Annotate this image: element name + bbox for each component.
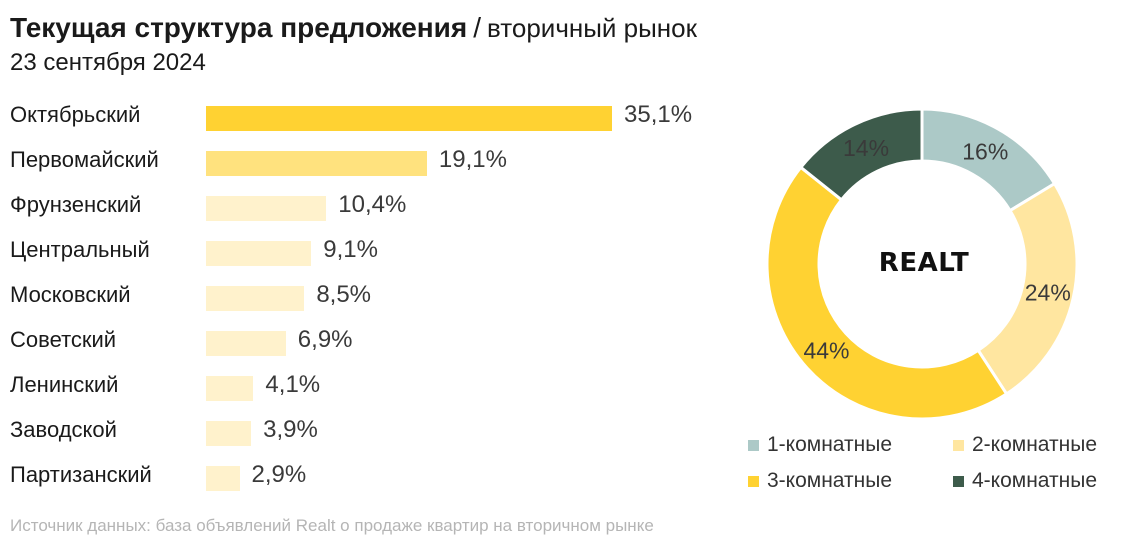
bar-value-label: 19,1% xyxy=(438,146,507,173)
donut-slice xyxy=(765,165,1009,421)
bar-track: 6,9% xyxy=(206,326,726,356)
bar-category-label: Первомайский xyxy=(10,147,159,172)
bar-category-label: Партизанский xyxy=(10,462,152,487)
bar xyxy=(206,196,327,221)
bar-value-label: 9,1% xyxy=(323,236,378,263)
bar-category-label: Советский xyxy=(10,327,117,352)
bar-value-label: 3,9% xyxy=(263,416,318,443)
bar xyxy=(206,466,240,491)
legend-label: 2-комнатные xyxy=(972,433,1098,456)
chart-subtitle: вторичный рынок xyxy=(487,13,697,43)
bar-category-label: Октябрьский xyxy=(10,102,141,127)
bar-row: Центральный 9,1% xyxy=(10,231,730,276)
bar-row: Заводской 3,9% xyxy=(10,411,730,456)
legend-swatch xyxy=(748,439,759,451)
bar-row: Советский 6,9% xyxy=(10,321,730,366)
bar-track: 3,9% xyxy=(206,416,726,446)
title-separator: / xyxy=(473,12,482,43)
bar xyxy=(206,376,254,401)
legend-swatch xyxy=(953,439,964,451)
bar xyxy=(206,106,612,131)
bar-value-label: 8,5% xyxy=(316,281,372,308)
district-bar-chart: Октябрьский 35,1% Первомайский 19,1% Фрунзен… xyxy=(10,96,730,501)
bar xyxy=(206,331,286,356)
donut-slice xyxy=(798,107,924,202)
legend-item: 3-комнатные xyxy=(748,468,892,494)
legend-item: 2-комнатные xyxy=(953,432,1097,458)
bar-track: 35,1% xyxy=(206,101,726,131)
bar-row: Партизанский 2,9% xyxy=(10,456,730,501)
legend-swatch xyxy=(748,475,759,487)
bar-value-label: 6,9% xyxy=(297,326,353,353)
bar-category-label: Центральный xyxy=(10,237,150,262)
title-line: Текущая структура предложения / вторичный … xyxy=(10,10,697,46)
bar-category-label: Фрунзенский xyxy=(10,192,142,217)
bar-row: Московский 8,5% xyxy=(10,276,730,321)
donut-value-label: 44% xyxy=(803,338,849,364)
bar-track: 8,5% xyxy=(206,281,726,311)
bar-row: Фрунзенский 10,4% xyxy=(10,186,730,231)
bar-value-label: 10,4% xyxy=(338,191,407,218)
source-note: Источник данных: база объявлений Realt о… xyxy=(10,516,654,535)
donut-value-label: 16% xyxy=(962,139,1008,165)
legend-item: 4-комнатные xyxy=(953,468,1097,494)
chart-date: 23 сентября 2024 xyxy=(10,49,206,76)
bar-category-label: Московский xyxy=(10,282,131,307)
bar-category-label: Заводской xyxy=(10,417,117,442)
bar-track: 19,1% xyxy=(206,146,726,176)
donut-svg: 16% 24% 44% 14% xyxy=(765,107,1079,421)
bar-row: Октябрьский 35,1% xyxy=(10,96,730,141)
donut-value-label: 14% xyxy=(843,135,889,161)
room-donut-chart: 16% 24% 44% 14% xyxy=(762,104,1082,424)
bar-category-label: Ленинский xyxy=(10,372,119,397)
bar-row: Первомайский 19,1% xyxy=(10,141,730,186)
bar xyxy=(206,421,252,446)
bar-track: 2,9% xyxy=(206,461,726,491)
legend-label: 3-комнатные xyxy=(767,469,893,492)
bar xyxy=(206,241,312,266)
legend-label: 1-комнатные xyxy=(767,433,893,456)
bar xyxy=(206,151,427,176)
bar-row: Ленинский 4,1% xyxy=(10,366,730,411)
realt-logo: REALT xyxy=(878,248,970,278)
bar-track: 4,1% xyxy=(206,371,726,401)
bar-value-label: 2,9% xyxy=(251,461,307,488)
legend-label: 4-комнатные xyxy=(972,469,1098,492)
donut-value-label: 24% xyxy=(1025,280,1071,306)
bar-track: 10,4% xyxy=(206,191,726,221)
bar-value-label: 4,1% xyxy=(265,371,321,398)
chart-header: Текущая структура предложения / вторичный … xyxy=(10,10,697,78)
bar xyxy=(206,286,305,311)
bar-value-label: 35,1% xyxy=(624,101,693,128)
legend-swatch xyxy=(953,475,964,487)
bar-track: 9,1% xyxy=(206,236,726,266)
legend-item: 1-комнатные xyxy=(748,432,892,458)
chart-title: Текущая структура предложения xyxy=(10,12,468,43)
